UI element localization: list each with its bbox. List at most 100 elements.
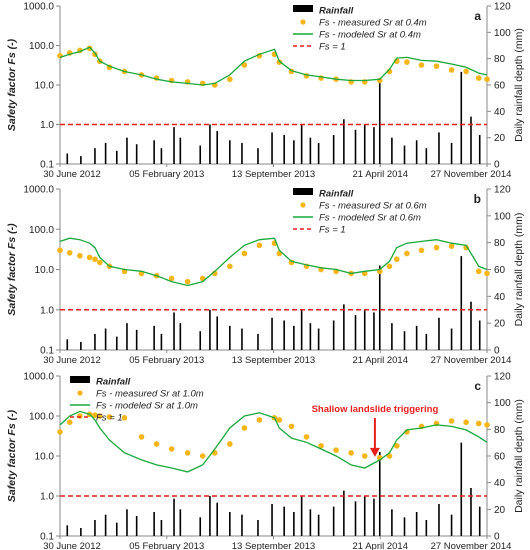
measured-point bbox=[66, 249, 73, 256]
measured-point bbox=[241, 62, 248, 68]
y-left-tick-label: 100.0 bbox=[29, 41, 54, 52]
y-left-tick-label: 1.0 bbox=[40, 120, 54, 131]
y-right-tick-label: 120 bbox=[494, 185, 511, 196]
y-axis-title-left: Safety factor Fs (-) bbox=[6, 223, 18, 316]
measured-point bbox=[303, 434, 310, 440]
measured-point bbox=[484, 76, 490, 83]
modeled-line bbox=[59, 410, 488, 473]
x-tick-label: 13 September 2013 bbox=[232, 541, 315, 550]
panel-b: 1000.0 100.0 10.0 1.0 0.1 120 100 80 60 40 20 0 30 J… bbox=[6, 185, 525, 367]
y-axis-title-left: Safety factor Fs (-) bbox=[6, 38, 18, 131]
measured-point bbox=[86, 254, 93, 261]
measured-point bbox=[348, 450, 354, 456]
legend-label: Fs - measured Sr at 1.0m bbox=[96, 389, 204, 400]
annotation-arrow-head bbox=[369, 447, 380, 457]
y-right-tick-label: 20 bbox=[494, 319, 506, 330]
measured-point bbox=[77, 252, 83, 259]
measured-point bbox=[333, 447, 339, 453]
measured-point bbox=[404, 250, 410, 257]
panel-c: 1000.0 100.0 10.0 1.0 0.1 120 100 80 60 40 20 0 30 J… bbox=[6, 372, 525, 550]
legend-label: Fs - modeled Sr at 0.4m bbox=[319, 30, 421, 41]
legend-rainfall-swatch bbox=[293, 188, 313, 195]
measured-point bbox=[92, 412, 98, 418]
measured-point bbox=[463, 68, 469, 75]
measured-point bbox=[463, 244, 469, 251]
y-right-tick-label: 40 bbox=[494, 292, 506, 303]
legend-label: Fs = 1 bbox=[319, 225, 346, 236]
measured-point bbox=[184, 278, 191, 285]
measured-point bbox=[227, 263, 233, 270]
y-left-tick-label: 100.0 bbox=[29, 412, 54, 423]
y-left-tick-label: 1000.0 bbox=[23, 372, 54, 383]
measured-point bbox=[484, 422, 490, 428]
y-right-tick-label: 0 bbox=[494, 532, 500, 543]
measured-point bbox=[276, 417, 283, 423]
measured-point bbox=[153, 441, 160, 447]
y-right-tick-label: 0 bbox=[494, 160, 500, 171]
x-tick-label: 27 November 2014 bbox=[431, 355, 512, 366]
measured-point bbox=[241, 250, 248, 257]
measured-point bbox=[475, 75, 482, 81]
y-axis-title-right: Daily rainfall depth (mm) bbox=[513, 213, 525, 327]
y-right-tick-label: 40 bbox=[494, 107, 506, 118]
legend-label: Fs - measured Sr at 0.4m bbox=[319, 18, 427, 29]
y-right-tick-label: 100 bbox=[494, 211, 511, 222]
measured-point bbox=[448, 67, 455, 73]
measured-point bbox=[227, 441, 233, 447]
measured-point bbox=[393, 256, 400, 263]
annotation-text: Shallow landslide triggering bbox=[312, 404, 439, 415]
y-right-tick-label: 60 bbox=[494, 81, 506, 92]
x-tick-label: 05 February 2013 bbox=[129, 541, 204, 550]
y-left-tick-label: 100.0 bbox=[29, 225, 54, 236]
legend-measured-swatch bbox=[300, 202, 306, 208]
y-right-tick-label: 0 bbox=[494, 346, 500, 357]
measured-point bbox=[241, 425, 248, 431]
measured-point bbox=[288, 423, 295, 430]
y-axis-title-right: Daily rainfall depth (mm) bbox=[513, 399, 525, 513]
measured-point bbox=[475, 420, 482, 427]
y-right-tick-label: 100 bbox=[494, 398, 511, 409]
y-right-tick-label: 40 bbox=[494, 478, 506, 489]
measured-point bbox=[393, 442, 400, 449]
measured-point bbox=[96, 259, 103, 266]
legend-measured-swatch bbox=[300, 19, 306, 25]
legend-rainfall-swatch bbox=[70, 376, 90, 383]
y-right-tick-label: 20 bbox=[494, 133, 506, 144]
modeled-line bbox=[59, 46, 488, 86]
y-right-tick-label: 80 bbox=[494, 54, 506, 65]
measured-point bbox=[66, 419, 73, 425]
y-left-tick-label: 0.1 bbox=[40, 346, 54, 357]
x-tick-label: 13 September 2013 bbox=[232, 169, 315, 180]
panel-letter: a bbox=[474, 9, 481, 23]
y-right-tick-label: 60 bbox=[494, 265, 506, 276]
y-right-tick-label: 20 bbox=[494, 505, 506, 516]
measured-point bbox=[448, 418, 455, 424]
measured-point bbox=[386, 263, 393, 270]
panel-letter: b bbox=[474, 192, 481, 206]
y-left-tick-label: 0.1 bbox=[40, 160, 54, 171]
legend-label: Rainfall bbox=[319, 189, 354, 200]
measured-point bbox=[276, 59, 283, 65]
y-right-tick-label: 100 bbox=[494, 28, 511, 39]
measured-point bbox=[106, 414, 113, 420]
y-left-tick-label: 0.1 bbox=[40, 532, 54, 543]
legend-label: Fs - modeled Sr at 1.0m bbox=[96, 401, 198, 412]
measured-point bbox=[92, 256, 98, 263]
x-tick-label: 30 June 2012 bbox=[43, 541, 101, 550]
measured-point bbox=[199, 453, 206, 459]
x-tick-label: 27 November 2014 bbox=[431, 169, 512, 180]
measured-point bbox=[318, 442, 324, 449]
modeled-line bbox=[59, 237, 488, 287]
measured-point bbox=[433, 63, 440, 69]
measured-point bbox=[96, 413, 103, 419]
x-tick-label: 30 June 2012 bbox=[43, 355, 101, 366]
legend-label: Fs = 1 bbox=[96, 413, 123, 424]
legend-label: Rainfall bbox=[319, 6, 354, 17]
x-tick-label: 21 April 2014 bbox=[353, 169, 408, 180]
measured-point bbox=[418, 247, 425, 254]
y-right-tick-label: 60 bbox=[494, 452, 506, 463]
